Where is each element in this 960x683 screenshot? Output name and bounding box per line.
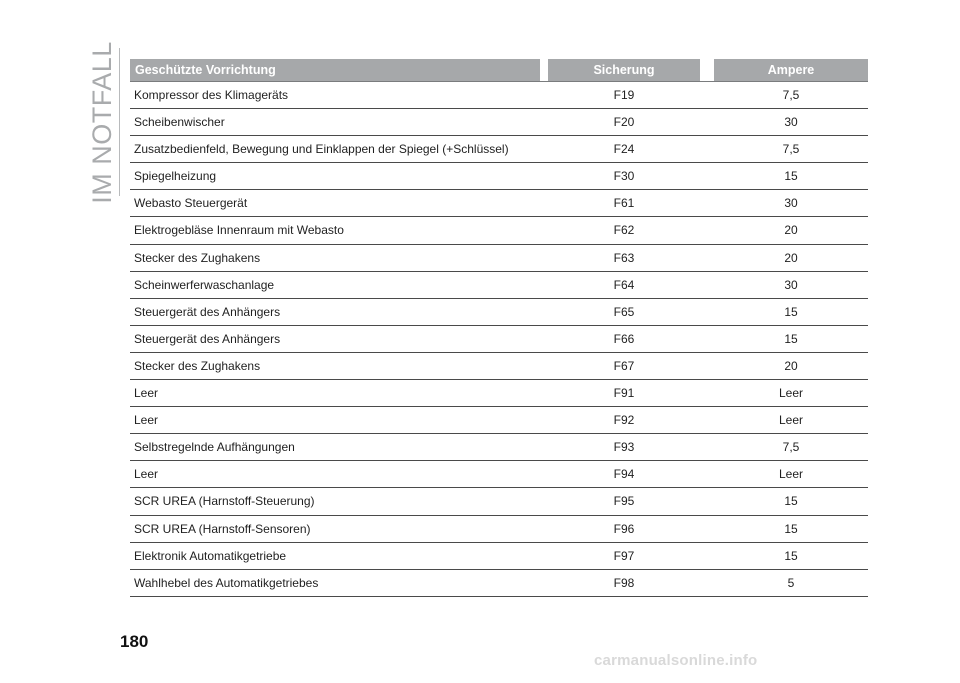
section-title-rule xyxy=(119,48,120,196)
cell-fuse: F19 xyxy=(613,88,635,102)
table-header: Geschützte Vorrichtung Sicherung Ampere xyxy=(130,59,868,82)
table-row: Steuergerät des Anhängers F66 15 xyxy=(130,326,868,353)
cell-protected-device: Leer xyxy=(134,386,159,401)
cell-ampere: Leer xyxy=(778,386,804,401)
cell-fuse: F24 xyxy=(613,142,635,157)
table-row: Spiegelheizung F30 15 xyxy=(130,163,868,191)
header-protected-device: Geschützte Vorrichtung xyxy=(130,59,540,81)
cell-protected-device: Leer xyxy=(134,413,159,428)
cell-fuse: F92 xyxy=(613,413,635,428)
cell-ampere: 20 xyxy=(784,250,798,265)
table-row: Elektrogebläse Innenraum mit Webasto F62 2… xyxy=(130,217,868,245)
cell-protected-device: Steuergerät des Anhängers xyxy=(134,331,281,346)
cell-ampere: 7,5 xyxy=(782,142,800,157)
table-row: Kompressor des Klimageräts F19 7,5 xyxy=(130,82,868,110)
cell-ampere: 30 xyxy=(784,277,798,292)
cell-protected-device: Leer xyxy=(134,467,159,482)
cell-ampere: Leer xyxy=(778,413,804,428)
cell-protected-device: Steuergerät des Anhängers xyxy=(134,304,281,319)
cell-ampere: 30 xyxy=(784,115,798,130)
cell-fuse: F66 xyxy=(613,331,635,346)
cell-fuse: F64 xyxy=(613,277,635,292)
table-row: Webasto Steuergerät F61 30 xyxy=(130,190,868,218)
page-number: 180 xyxy=(120,632,149,651)
cell-ampere: 20 xyxy=(784,358,798,373)
cell-protected-device: SCR UREA (Harnstoff-Steuerung) xyxy=(134,494,315,509)
cell-fuse: F63 xyxy=(613,250,635,265)
cell-protected-device: Kompressor des Klimageräts xyxy=(134,88,289,102)
cell-ampere: 30 xyxy=(784,196,798,211)
cell-fuse: F94 xyxy=(613,467,635,482)
cell-protected-device: Spiegelheizung xyxy=(134,169,217,184)
table-row: Selbstregelnde Aufhängungen F93 7,5 xyxy=(130,434,868,462)
table-row: Wahlhebel des Automatikgetriebes F98 5 xyxy=(130,570,868,597)
cell-ampere: Leer xyxy=(778,467,804,482)
cell-ampere: 15 xyxy=(784,548,798,563)
cell-protected-device: Webasto Steuergerät xyxy=(134,196,248,211)
cell-fuse: F67 xyxy=(613,358,635,373)
cell-ampere: 15 xyxy=(784,494,798,509)
cell-protected-device: Stecker des Zughakens xyxy=(134,250,261,265)
cell-protected-device: Elektrogebläse Innenraum mit Webasto xyxy=(134,223,344,238)
cell-fuse: F65 xyxy=(613,304,635,319)
cell-protected-device: Scheinwerferwaschanlage xyxy=(134,277,275,292)
cell-fuse: F97 xyxy=(613,548,635,563)
cell-ampere: 7,5 xyxy=(782,88,800,102)
header-fuse: Sicherung xyxy=(548,59,700,81)
cell-ampere: 20 xyxy=(784,223,798,238)
cell-ampere: 15 xyxy=(784,331,798,346)
cell-protected-device: Selbstregelnde Aufhängungen xyxy=(134,440,295,455)
cell-protected-device: Stecker des Zughakens xyxy=(134,358,261,373)
cell-fuse: F30 xyxy=(613,169,635,184)
table-row: Steuergerät des Anhängers F65 15 xyxy=(130,299,868,326)
cell-fuse: F61 xyxy=(613,196,635,211)
cell-protected-device: Elektronik Automatikgetriebe xyxy=(134,548,287,563)
cell-protected-device: SCR UREA (Harnstoff-Sensoren) xyxy=(134,521,311,536)
cell-fuse: F62 xyxy=(613,223,635,238)
fuse-table: Geschützte Vorrichtung Sicherung Ampere … xyxy=(130,59,868,597)
header-ampere: Ampere xyxy=(714,59,868,81)
cell-protected-device: Zusatzbedienfeld, Bewegung und Einklappe… xyxy=(134,142,509,157)
table-row: Leer F94 Leer xyxy=(130,461,868,489)
table-body: Kompressor des Klimageräts F19 7,5 Scheiben… xyxy=(130,82,868,597)
table-row: Elektronik Automatikgetriebe F97 15 xyxy=(130,543,868,570)
section-title-text: IM NOTFALL xyxy=(86,40,117,204)
cell-fuse: F98 xyxy=(613,575,635,590)
table-row: Stecker des Zughakens F63 20 xyxy=(130,245,868,272)
table-row: Stecker des Zughakens F67 20 xyxy=(130,353,868,381)
table-row: Leer F92 Leer xyxy=(130,407,868,435)
cell-fuse: F96 xyxy=(613,521,635,536)
cell-ampere: 15 xyxy=(784,169,798,184)
table-row: Scheinwerferwaschanlage F64 30 xyxy=(130,272,868,299)
cell-fuse: F93 xyxy=(613,440,635,455)
cell-fuse: F20 xyxy=(613,115,635,130)
cell-fuse: F91 xyxy=(613,386,635,401)
watermark: carmanualsonline.info xyxy=(594,652,758,669)
section-title: IM NOTFALL xyxy=(84,41,120,204)
cell-fuse: F95 xyxy=(613,494,635,509)
cell-ampere: 7,5 xyxy=(782,440,800,455)
cell-ampere: 15 xyxy=(784,521,798,536)
table-row: SCR UREA (Harnstoff-Sensoren) F96 15 xyxy=(130,516,868,543)
cell-ampere: 15 xyxy=(784,304,798,319)
cell-ampere: 5 xyxy=(787,575,795,590)
table-row: SCR UREA (Harnstoff-Steuerung) F95 15 xyxy=(130,488,868,516)
table-row: Zusatzbedienfeld, Bewegung und Einklappe… xyxy=(130,136,868,164)
table-row: Scheibenwischer F20 30 xyxy=(130,109,868,137)
cell-protected-device: Scheibenwischer xyxy=(134,115,225,130)
table-row: Leer F91 Leer xyxy=(130,380,868,408)
cell-protected-device: Wahlhebel des Automatikgetriebes xyxy=(134,575,319,590)
